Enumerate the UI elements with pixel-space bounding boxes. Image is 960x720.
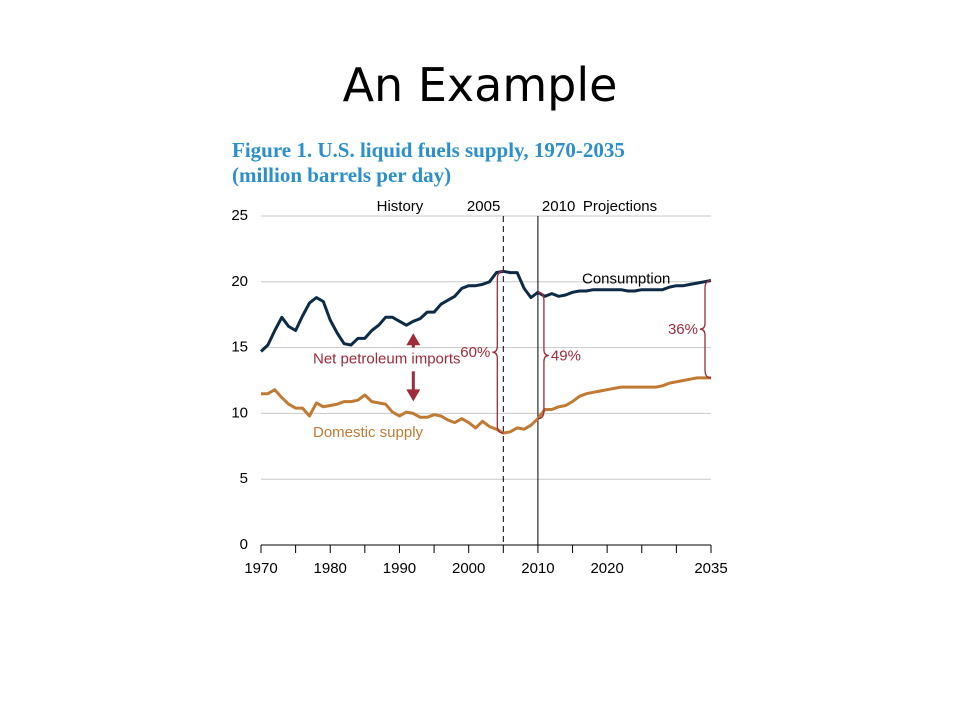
figure-title-line1: Figure 1. U.S. liquid fuels supply, 1970… <box>232 138 625 162</box>
figure-title: Figure 1. U.S. liquid fuels supply, 1970… <box>232 138 625 188</box>
x-tick-label-1980: 1980 <box>314 560 347 577</box>
y-tick-label-25: 25 <box>231 207 248 224</box>
y-tick-label-10: 10 <box>231 404 248 421</box>
x-tick-label-2035: 2035 <box>694 560 727 577</box>
x-tick-label-2010: 2010 <box>521 560 554 577</box>
y-tick-label-0: 0 <box>240 536 248 553</box>
reference-label-2010: 2010 <box>542 198 575 215</box>
y-tick-label-20: 20 <box>231 273 248 290</box>
series-line-domestic-supply <box>261 376 711 435</box>
bracket-2005 <box>492 270 504 434</box>
x-axis <box>260 544 712 553</box>
net-imports-label: Net petroleum imports <box>313 350 461 367</box>
annotations: 60% 49% 36% <box>406 270 712 434</box>
reference-label-2005: 2005 <box>467 198 500 215</box>
bracket-2010 <box>537 291 549 420</box>
y-tick-labels: 0 5 10 15 20 25 <box>231 207 248 553</box>
reference-lines: 2005 2010 <box>467 198 575 545</box>
x-tick-label-2020: 2020 <box>590 560 623 577</box>
y-tick-label-5: 5 <box>240 470 248 487</box>
slide-title: An Example <box>342 58 618 112</box>
series-line-consumption <box>259 269 712 353</box>
period-label-projections: Projections <box>583 198 657 215</box>
net-imports-arrow-up-head <box>406 333 421 346</box>
bracket-label-2035: 36% <box>668 321 698 338</box>
net-imports-arrow-down-head <box>406 389 421 402</box>
period-label-history: History <box>377 198 424 215</box>
x-tick-label-2000: 2000 <box>452 560 485 577</box>
bracket-label-2005: 60% <box>460 344 490 361</box>
x-tick-labels: 1970 1980 1990 2000 2010 2020 2035 <box>244 560 727 577</box>
series-label-domestic-supply: Domestic supply <box>313 424 424 441</box>
y-tick-label-15: 15 <box>231 339 248 356</box>
x-tick-label-1970: 1970 <box>244 560 277 577</box>
bracket-2035 <box>699 279 712 379</box>
series-lines <box>259 269 712 435</box>
figure-title-line2: (million barrels per day) <box>232 163 452 187</box>
bracket-label-2010: 49% <box>551 347 581 364</box>
series-label-consumption: Consumption <box>582 270 670 287</box>
x-tick-label-1990: 1990 <box>383 560 416 577</box>
